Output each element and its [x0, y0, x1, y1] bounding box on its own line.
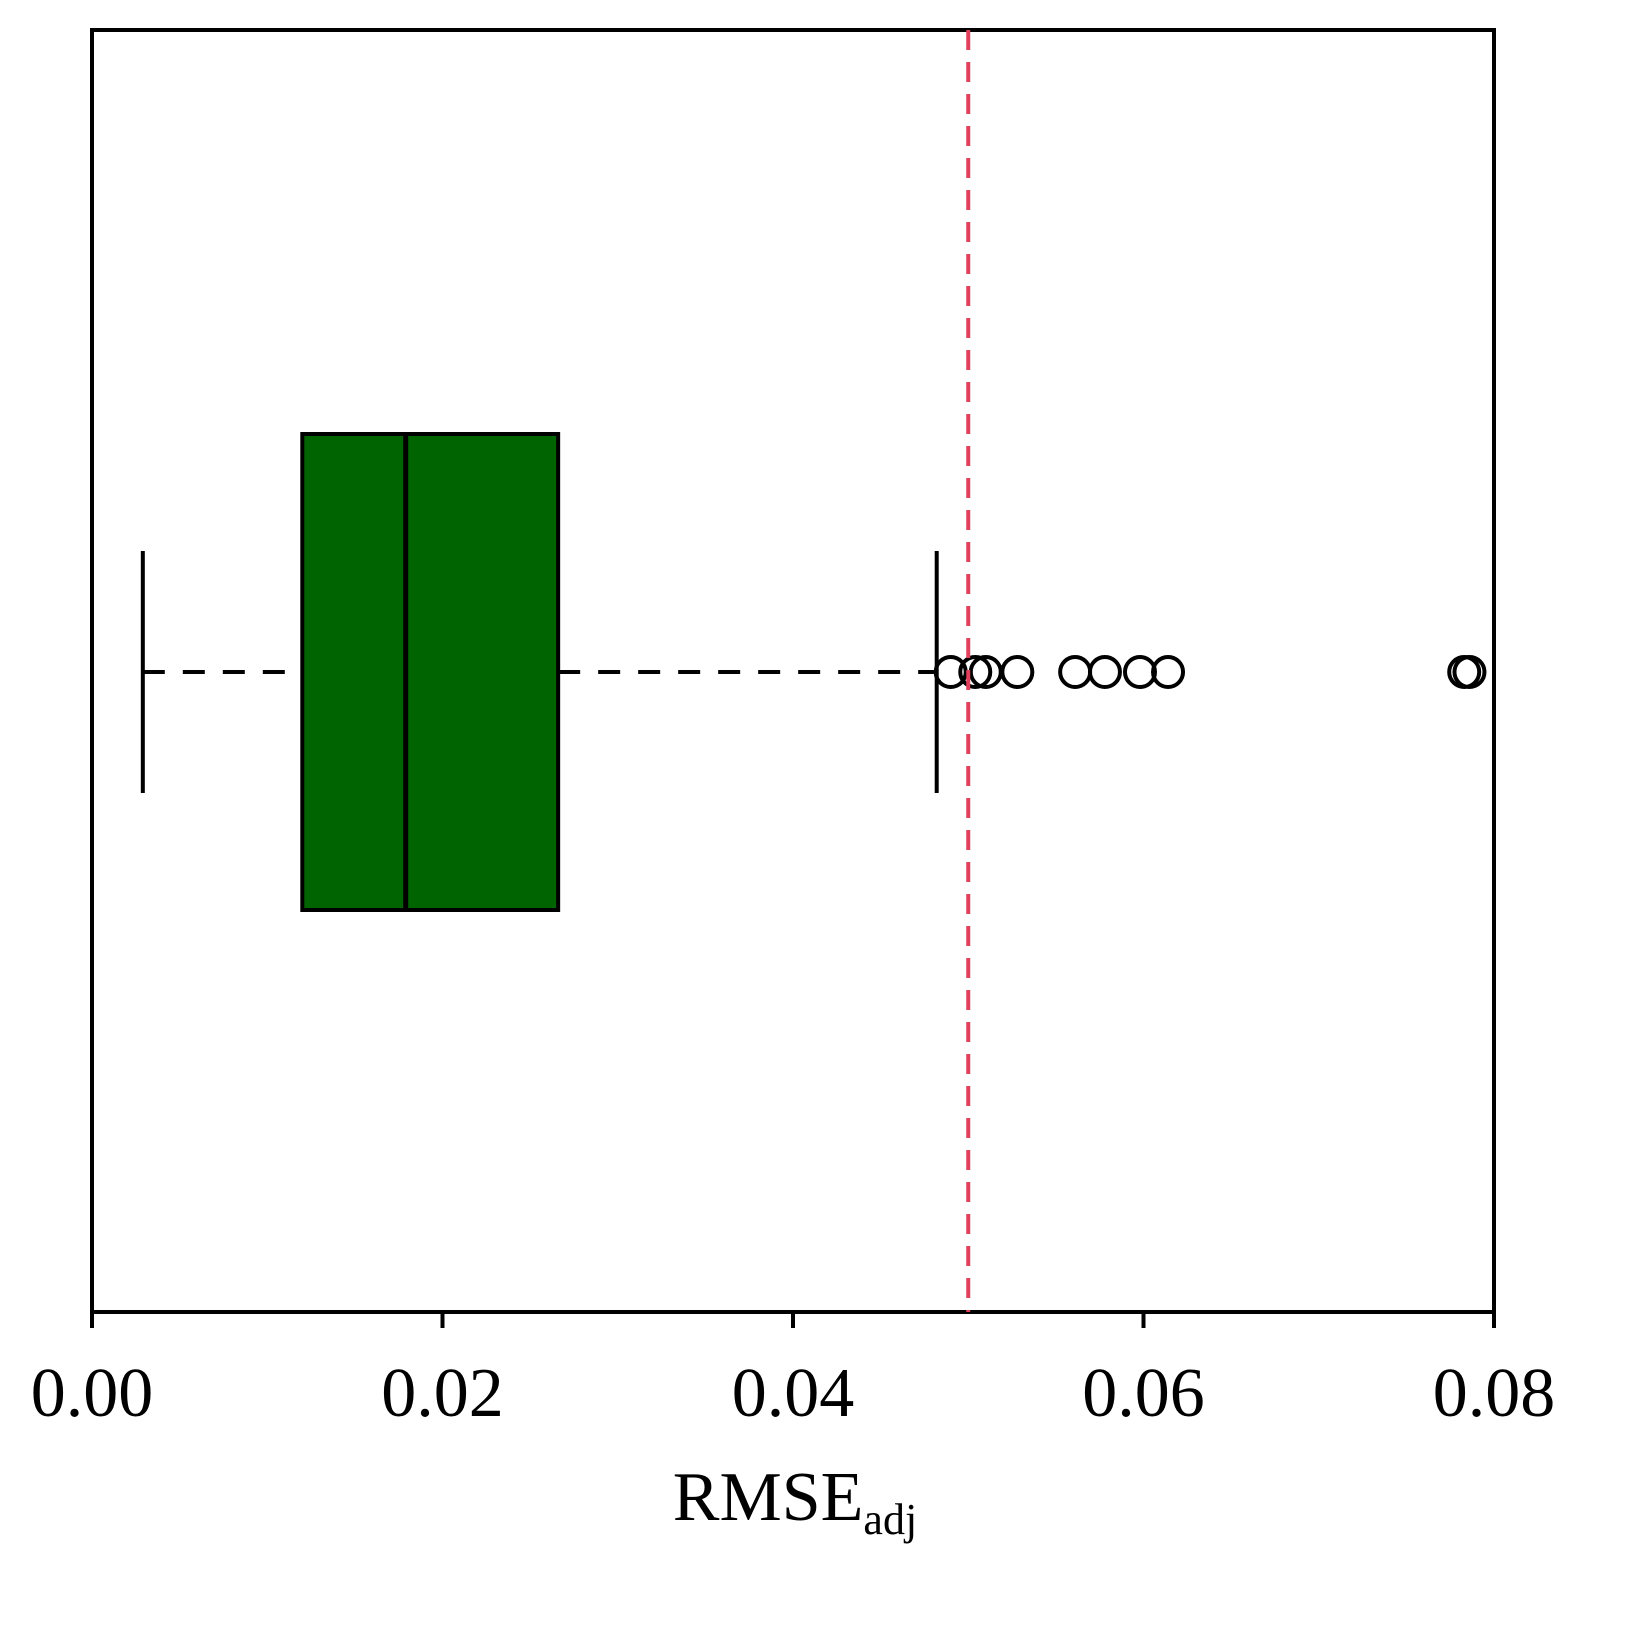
x-axis-label-subscript: adj [863, 1495, 917, 1544]
outlier [1151, 655, 1186, 689]
x-tick-label: 0.08 [1433, 1355, 1556, 1432]
x-tick-label: 0.04 [732, 1355, 855, 1432]
outlier [958, 655, 993, 689]
x-axis-label-main: RMSE [673, 1459, 864, 1536]
box [300, 432, 561, 912]
x-tick-label: 0.02 [381, 1355, 504, 1432]
outlier [933, 655, 968, 689]
outlier [1058, 655, 1093, 689]
x-axis-label: RMSEadj [673, 1459, 917, 1544]
outlier [1000, 655, 1035, 689]
x-tick-label: 0.00 [31, 1355, 154, 1432]
x-tick-label: 0.06 [1082, 1355, 1205, 1432]
outlier [1122, 655, 1157, 689]
outlier [1087, 655, 1122, 689]
outlier [1452, 655, 1487, 689]
